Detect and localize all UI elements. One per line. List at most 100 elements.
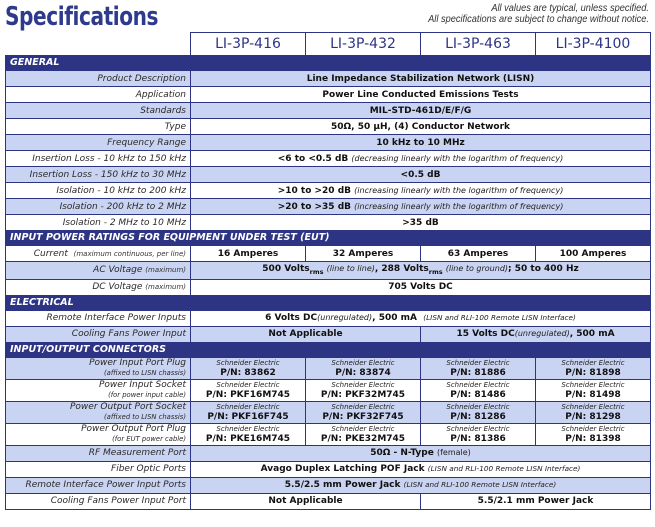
row-value: Power Line Conducted Emissions Tests [189, 86, 652, 103]
label-note: (maximum continuous, per line) [73, 249, 186, 258]
manufacturer: Schneider Electric [446, 359, 510, 368]
table-row: Power Output Port Plug (for EUT power cab… [5, 422, 652, 446]
part-number-cell: Schneider Electric P/N: 81886 [420, 356, 536, 380]
value-text: <6 to <0.5 dB [277, 153, 349, 164]
part-number: P/N: PKF32F745 [322, 412, 404, 423]
part-number: P/N: 83862 [220, 368, 276, 379]
row-label: Current (maximum continuous, per line) [5, 245, 191, 262]
manufacturer: Schneider Electric [331, 381, 395, 390]
label-text: AC Voltage [93, 265, 143, 276]
value-note: (LISN and RLI-100 Remote LISN Interface) [427, 464, 581, 474]
part-number-cell: Schneider Electric P/N: 83862 [190, 356, 306, 380]
row-label: Fiber Optic Ports [5, 460, 191, 478]
row-label: Power Output Port Socket (affixed to LISN… [5, 400, 191, 424]
part-number: P/N: 81386 [450, 434, 506, 445]
row-value: 5.5/2.1 mm Power Jack [419, 492, 652, 510]
table-row: Isolation - 2 MHz to 10 MHz >35 dB [5, 214, 652, 231]
part-number-cell: Schneider Electric P/N: 81398 [534, 422, 652, 446]
table-row: Application Power Line Conducted Emissio… [5, 86, 652, 103]
part-number: P/N: 81486 [450, 390, 506, 401]
row-label: Insertion Loss - 150 kHz to 30 MHz [5, 166, 191, 183]
row-value: 50Ω, 50 µH, (4) Conductor Network [189, 118, 652, 135]
row-label: DC Voltage (maximum) [5, 278, 191, 296]
table-row: Isolation - 10 kHz to 200 kHz >10 to >20… [5, 182, 652, 199]
table-row: Isolation - 200 kHz to 2 MHz >20 to >35 … [5, 198, 652, 215]
part-number-cell: Schneider Electric P/N: 81298 [534, 400, 652, 424]
part-number: P/N: 81298 [565, 412, 621, 423]
label-note: (maximum) [145, 266, 186, 275]
row-value: >20 to >35 dB (increasing linearly with … [189, 198, 652, 215]
disclaimer-line-1: All values are typical, unless specified… [491, 2, 649, 14]
manufacturer: Schneider Electric [446, 381, 510, 390]
row-label: Remote Interface Power Input Ports [5, 476, 191, 494]
table-row: Product Description Line Impedance Stabi… [5, 70, 652, 87]
label-note: (affixed to LISN chassis) [104, 369, 186, 378]
table-row: Type 50Ω, 50 µH, (4) Conductor Network [5, 118, 652, 135]
part-number-cell: Schneider Electric P/N: 81486 [420, 378, 536, 402]
row-value: Not Applicable [190, 492, 421, 510]
section-header-connectors: INPUT/OUTPUT CONNECTORS [4, 341, 652, 358]
manufacturer: Schneider Electric [446, 425, 510, 434]
part-number-cell: Schneider Electric P/N: PKF16F745 [190, 400, 306, 424]
manufacturer: Schneider Electric [331, 403, 395, 412]
part-number: P/N: 81286 [450, 412, 506, 423]
row-value: 705 Volts DC [189, 278, 652, 296]
value-text: 15 Volts DC [456, 329, 515, 340]
value-text: , 500 mA [372, 313, 417, 324]
table-row: Standards MIL-STD-461D/E/F/G [5, 102, 652, 119]
row-value: 63 Amperes [420, 245, 536, 262]
row-label: Cooling Fans Power Input Port [5, 492, 191, 510]
value-text: 6 Volts DC [265, 313, 318, 324]
row-value: 50Ω - N-Type (female) [189, 444, 652, 462]
row-label: Power Input Socket (for power input cable… [5, 378, 191, 402]
part-number: P/N: PKF32M745 [320, 390, 406, 401]
manufacturer: Schneider Electric [331, 359, 395, 368]
disclaimer: All values are typical, unless specified… [428, 3, 649, 25]
value-text: >10 to >20 dB [277, 185, 352, 196]
value-text: Avago Duplex Latching POF Jack [260, 464, 425, 475]
value-text: 5.5/2.5 mm Power Jack [284, 480, 401, 491]
disclaimer-line-2: All specifications are subject to change… [428, 13, 649, 25]
table-row: Cooling Fans Power Input Not Applicable … [5, 325, 652, 343]
part-number-cell: Schneider Electric P/N: PKE32M745 [305, 422, 421, 446]
row-value: >10 to >20 dB (increasing linearly with … [189, 182, 652, 199]
value-note: (LISN and RLI-100 Remote LISN Interface) [423, 313, 576, 323]
row-label: Isolation - 200 kHz to 2 MHz [5, 198, 191, 215]
row-value: <6 to <0.5 dB (decreasing linearly with … [189, 150, 652, 167]
model-column-header: LI-3P-432 [305, 32, 421, 55]
section-header-electrical: ELECTRICAL [4, 294, 652, 311]
row-value: Not Applicable [190, 325, 421, 343]
label-note: (maximum) [145, 283, 186, 292]
value-text: , 500 mA [569, 329, 615, 340]
label-note: (affixed to LISN chassis) [104, 413, 186, 422]
value-note: (line to ground) [445, 264, 509, 273]
value-note: (increasing linearly with the logarithm … [354, 185, 564, 195]
row-label: RF Measurement Port [5, 444, 191, 462]
rms-subscript: rms [428, 267, 443, 276]
section-header-general: GENERAL [4, 55, 652, 71]
manufacturer: Schneider Electric [561, 381, 625, 390]
rms-subscript: rms [309, 267, 324, 276]
label-text: Power Output Port Plug [81, 424, 186, 435]
label-text: Power Input Socket [98, 380, 186, 391]
row-value: 500 Voltsrms (line to line), 288 Voltsrm… [189, 261, 652, 280]
part-number: P/N: 81886 [450, 368, 506, 379]
value-text: , 288 Volts [374, 264, 429, 274]
value-note: (increasing linearly with the logarithm … [354, 201, 564, 211]
part-number-cell: Schneider Electric P/N: PKF32F745 [305, 400, 421, 424]
manufacturer: Schneider Electric [446, 403, 510, 412]
label-text: Current [33, 248, 68, 259]
row-label: Standards [5, 102, 191, 119]
row-label: Isolation - 10 kHz to 200 kHz [5, 182, 191, 199]
label-text: Power Output Port Socket [70, 402, 186, 413]
row-value: 15 Volts DC(unregulated), 500 mA [419, 325, 652, 343]
row-label: Frequency Range [5, 134, 191, 151]
table-row: RF Measurement Port 50Ω - N-Type (female… [5, 444, 652, 462]
table-row: Remote Interface Power Input Ports 5.5/2… [5, 476, 652, 494]
row-label: Isolation - 2 MHz to 10 MHz [5, 214, 191, 231]
label-text: DC Voltage [92, 282, 143, 293]
part-number-cell: Schneider Electric P/N: 83874 [305, 356, 421, 380]
table-row: AC Voltage (maximum) 500 Voltsrms (line … [5, 261, 652, 280]
value-note: (decreasing linearly with the logarithm … [351, 153, 564, 163]
table-row: Remote Interface Power Inputs 6 Volts DC… [5, 309, 652, 327]
